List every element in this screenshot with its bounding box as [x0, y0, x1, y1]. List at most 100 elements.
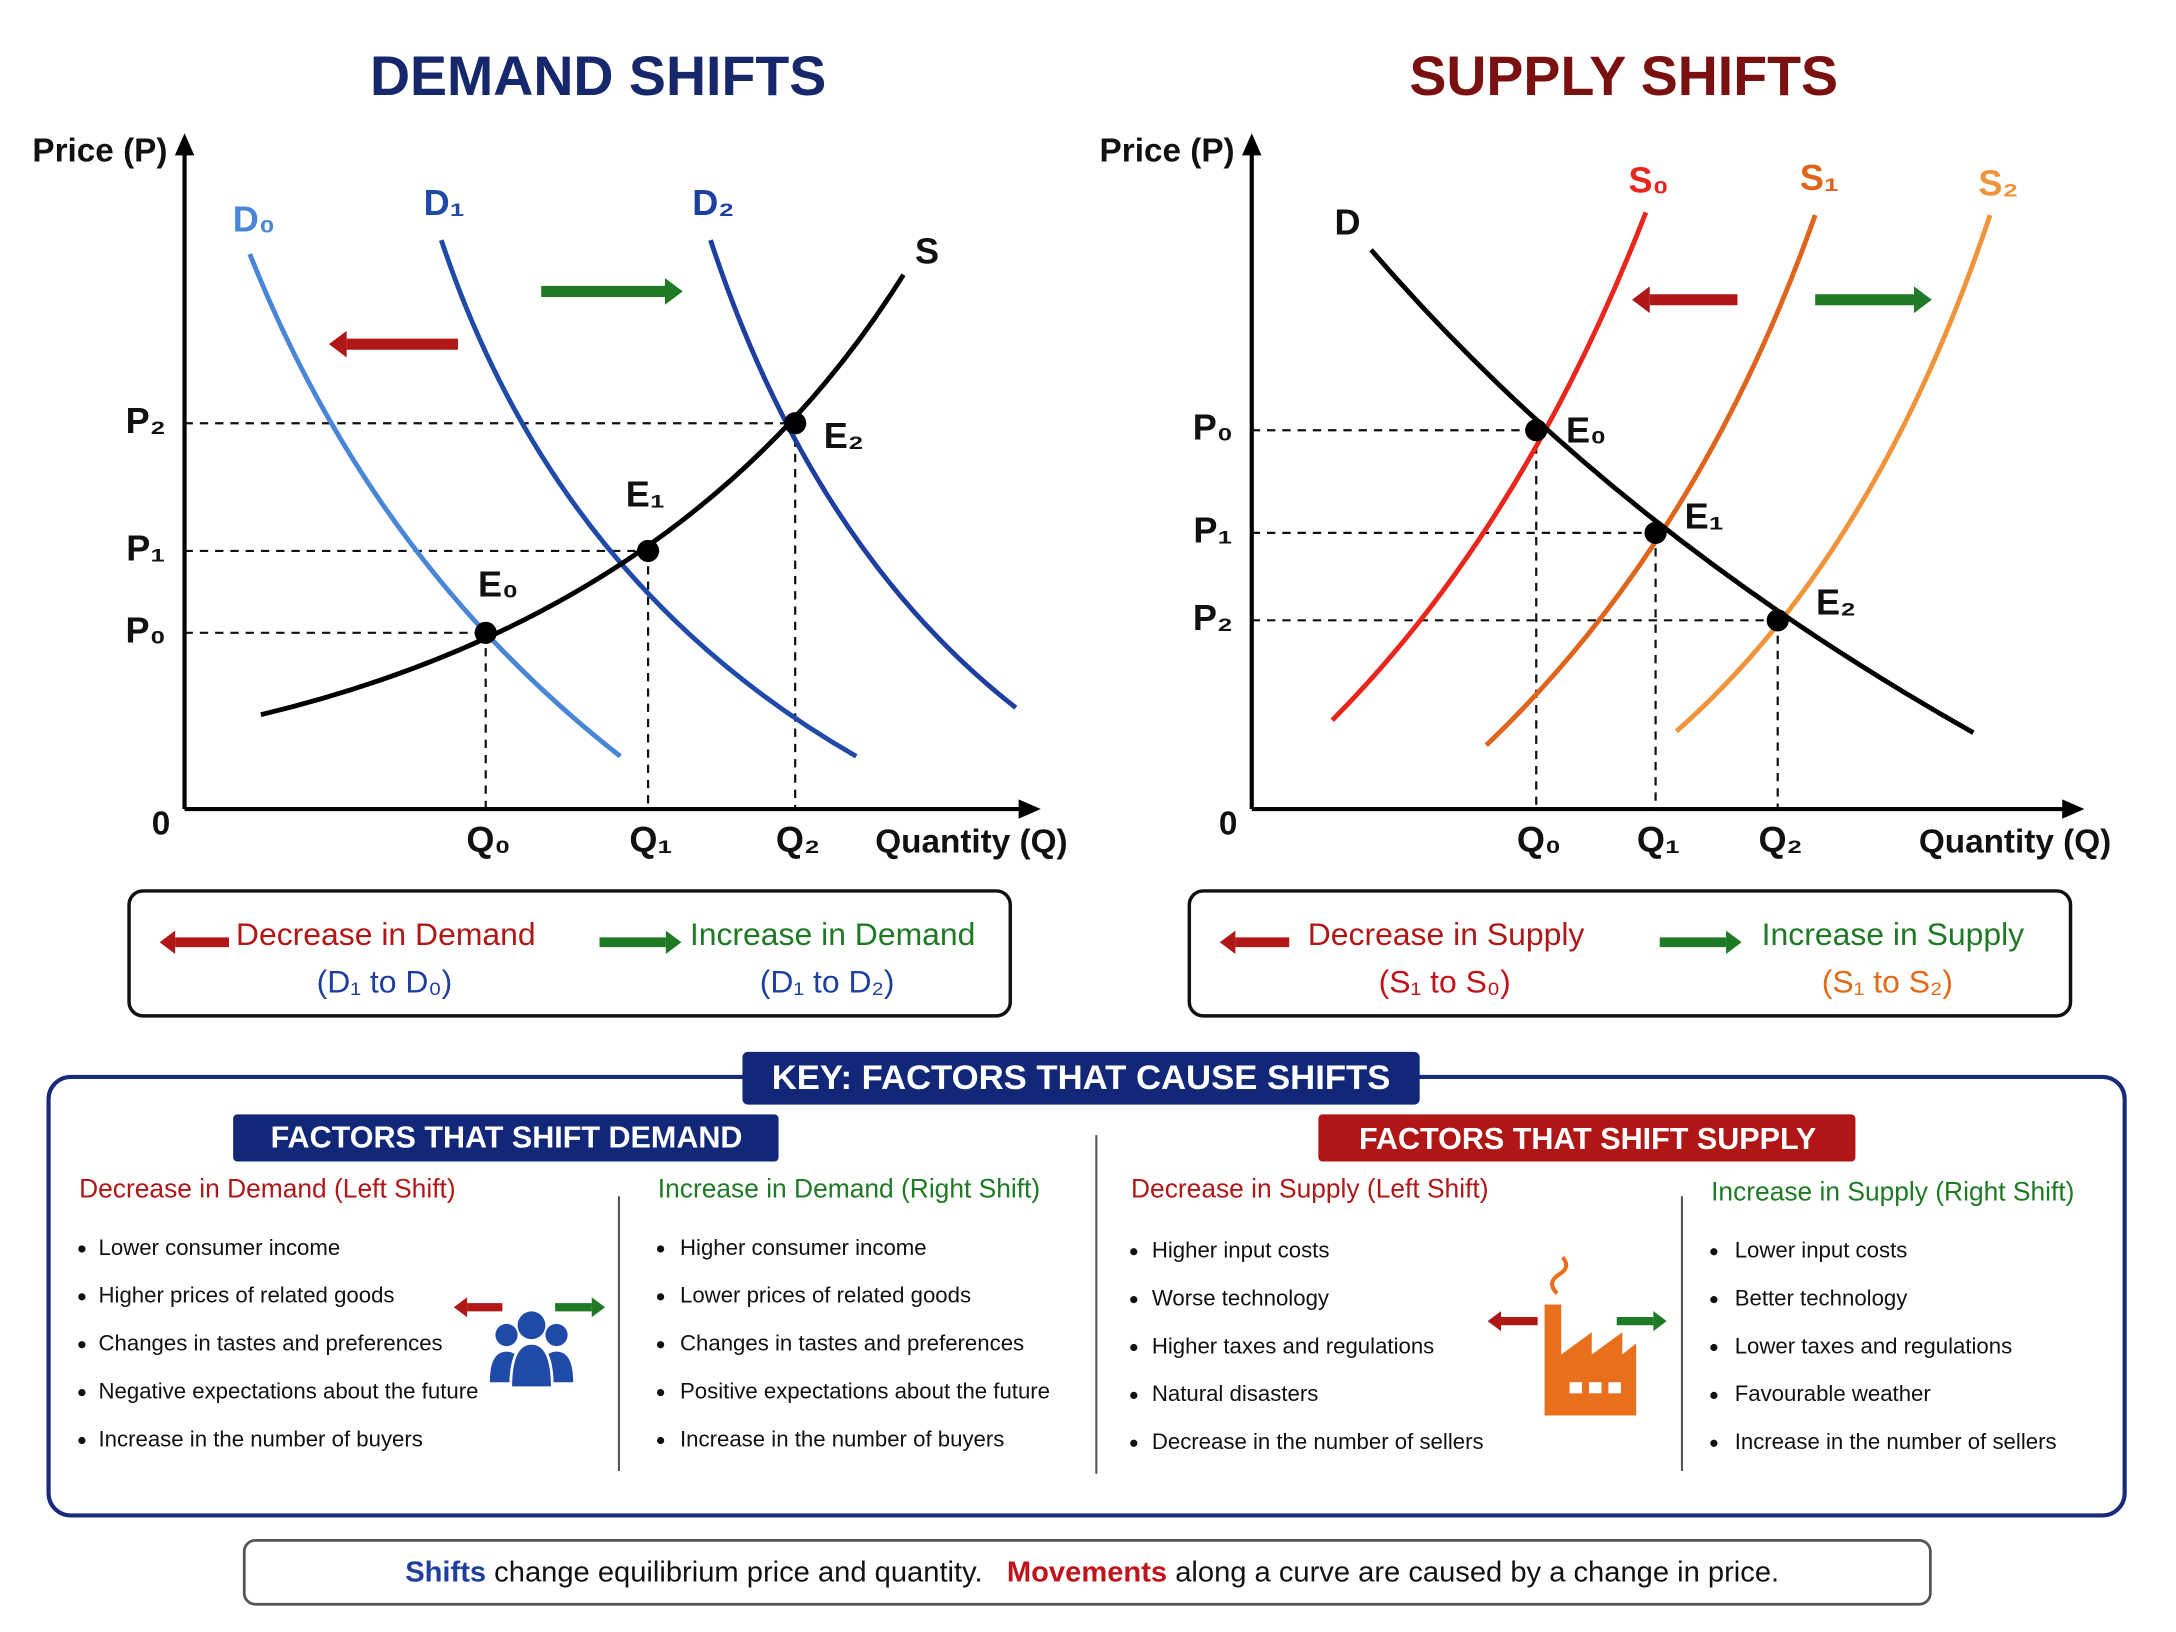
curve-label: S₁: [1800, 157, 1839, 198]
price-label: P₁: [126, 527, 165, 568]
equilibrium-point: [1644, 521, 1667, 544]
quantity-label: Q₁: [629, 819, 672, 860]
footer-text: Shifts change equilibrium price and quan…: [405, 1556, 1779, 1588]
x-axis-head: [1018, 799, 1041, 819]
arrow-head: [159, 930, 176, 954]
list-heading: Increase in Supply (Right Shift): [1711, 1176, 2074, 1206]
icon-head: [517, 1311, 546, 1340]
equilibrium-label: E₀: [478, 564, 518, 605]
bullet: [78, 1293, 86, 1301]
bullet: [656, 1245, 665, 1253]
x-axis-label: Quantity (Q): [875, 824, 1067, 861]
curve-label: S₀: [1628, 160, 1668, 201]
price-label: P₂: [1193, 597, 1233, 638]
list-heading: Decrease in Supply (Left Shift): [1131, 1174, 1489, 1204]
key-title: KEY: FACTORS THAT CAUSE SHIFTS: [772, 1059, 1391, 1097]
list-item: Higher taxes and regulations: [1152, 1333, 1434, 1358]
price-label: P₂: [126, 400, 166, 441]
quantity-label: Q₁: [1637, 819, 1680, 860]
icon-head: [545, 1323, 568, 1347]
arrow-head: [328, 330, 347, 358]
y-axis-label: Price (P): [1100, 132, 1235, 169]
quantity-label: Q₂: [776, 819, 820, 860]
bullet: [78, 1436, 86, 1445]
footer-box: [242, 1539, 1932, 1606]
equilibrium-label: E₁: [1685, 496, 1724, 537]
bullet: [656, 1293, 665, 1301]
bullet: [1710, 1391, 1718, 1399]
section-heading: FACTORS THAT SHIFT DEMAND: [271, 1120, 743, 1154]
bullet: [78, 1389, 86, 1397]
x-axis-head: [2062, 799, 2085, 819]
list-item: Increase in the number of buyers: [99, 1426, 423, 1451]
arrow-head: [1726, 930, 1742, 954]
bullet: [1130, 1248, 1138, 1256]
y-axis-head: [174, 133, 195, 156]
legend-text: (S₁ to S₀): [1379, 963, 1511, 999]
curve: [1330, 211, 1649, 722]
bullet: [1130, 1343, 1138, 1352]
price-label: P₁: [1193, 509, 1232, 550]
bullet: [656, 1436, 665, 1445]
arrow-head: [1913, 286, 1932, 314]
arrow-head: [665, 930, 682, 954]
arrow-head: [1487, 1311, 1501, 1332]
icon-window: [1588, 1382, 1602, 1394]
bullet: [1710, 1296, 1718, 1304]
y-axis-label: Price (P): [32, 132, 167, 169]
bullet: [1130, 1439, 1138, 1447]
y-axis-head: [1242, 133, 1262, 156]
list-item: Better technology: [1735, 1285, 1909, 1310]
list-item: Favourable weather: [1735, 1381, 1932, 1406]
bullet: [1130, 1296, 1138, 1304]
legend-text: Decrease in Demand: [236, 916, 536, 952]
footer-part: Shifts: [405, 1556, 486, 1588]
equilibrium-label: E₀: [1566, 410, 1606, 451]
list-item: Increase in the number of buyers: [680, 1426, 1004, 1451]
icon-window: [1569, 1382, 1583, 1394]
icon-body: [509, 1341, 554, 1390]
curve-label: D₁: [424, 182, 465, 223]
curve-label: S: [915, 230, 939, 271]
list-item: Natural disasters: [1152, 1381, 1318, 1406]
arrow-head: [453, 1297, 468, 1318]
list-item: Increase in the number of sellers: [1735, 1429, 2057, 1454]
list-heading: Decrease in Demand (Left Shift): [79, 1174, 456, 1204]
list-item: Higher input costs: [1152, 1238, 1330, 1263]
list-item: Lower prices of related goods: [680, 1283, 971, 1308]
equilibrium-point: [1525, 419, 1548, 442]
arrow-head: [665, 278, 683, 305]
list-item: Worse technology: [1152, 1285, 1330, 1310]
curve-label: D₀: [233, 199, 275, 240]
list-item: Higher consumer income: [680, 1235, 927, 1260]
list-item: Decrease in the number of sellers: [1152, 1429, 1484, 1454]
x-axis-label: Quantity (Q): [1919, 824, 2111, 861]
bullet: [1710, 1439, 1718, 1447]
icon-head: [495, 1323, 518, 1347]
legend-text: (S₁ to S₂): [1822, 963, 1953, 999]
panel-title: DEMAND SHIFTS: [370, 45, 826, 107]
icon-window: [1608, 1382, 1621, 1394]
list-item: Lower consumer income: [99, 1235, 341, 1260]
quantity-label: Q₂: [1758, 819, 1802, 860]
equilibrium-label: E₁: [626, 473, 665, 514]
demand-heading-badge: [233, 1114, 779, 1162]
curve: [708, 239, 1018, 710]
equilibrium-label: E₂: [824, 415, 864, 456]
bullet: [1710, 1343, 1718, 1352]
quantity-label: Q₀: [466, 819, 510, 860]
footer-part: along a curve are caused by a change in …: [1167, 1556, 1779, 1588]
supply-heading-badge: [1318, 1114, 1856, 1162]
list-item: Changes in tastes and preferences: [99, 1331, 443, 1356]
key-badge: [742, 1051, 1420, 1105]
legend-text: Increase in Supply: [1762, 916, 2025, 952]
curve: [439, 239, 858, 759]
origin-label: 0: [152, 806, 171, 843]
panel-title: SUPPLY SHIFTS: [1409, 45, 1838, 107]
legend-box: [127, 889, 1013, 1018]
legend-text: (D₁ to D₀): [317, 963, 453, 999]
list-item: Higher prices of related goods: [99, 1283, 395, 1308]
bullet: [1710, 1248, 1718, 1256]
arrow-head: [591, 1297, 606, 1318]
